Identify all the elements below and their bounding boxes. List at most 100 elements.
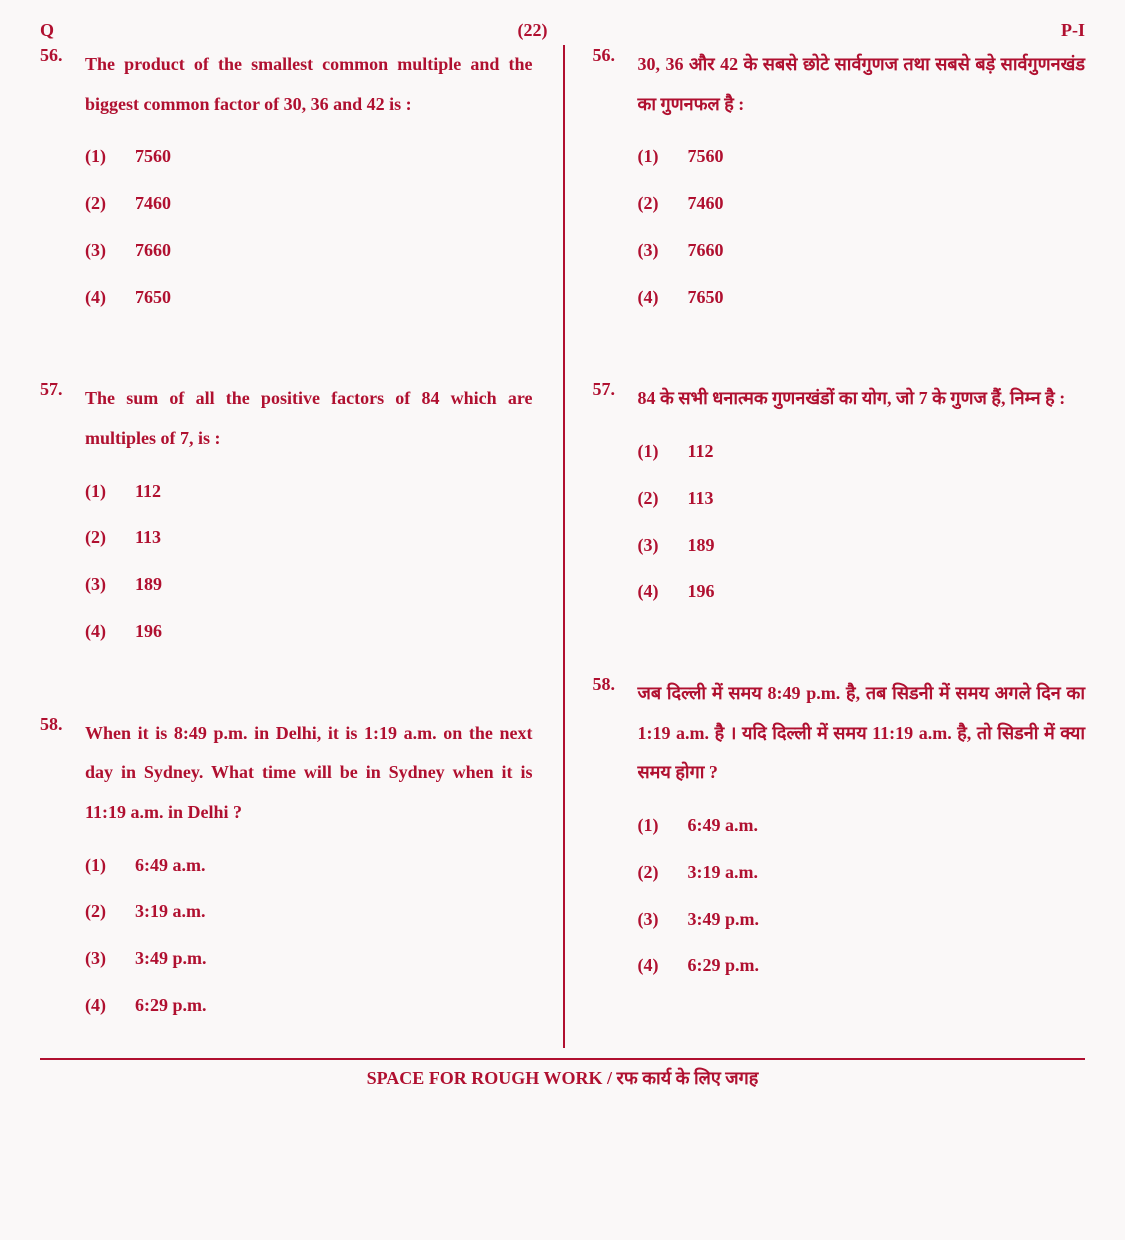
option-number: (3) [85,570,135,599]
question-body: The sum of all the positive factors of 8… [85,379,533,663]
option-number: (3) [638,531,688,560]
option-1: (1)112 [638,437,1086,466]
options-list: (1)6:49 a.m. (2)3:19 a.m. (3)3:49 p.m. (… [85,851,533,1020]
question-56-en: 56. The product of the smallest common m… [40,45,533,329]
option-value: 196 [135,617,162,646]
option-4: (4)6:29 p.m. [85,991,533,1020]
options-list: (1)112 (2)113 (3)189 (4)196 [85,477,533,646]
left-column: 56. The product of the smallest common m… [40,45,563,1048]
question-body: When it is 8:49 p.m. in Delhi, it is 1:1… [85,714,533,1038]
question-number: 57. [40,379,85,663]
footer-rough-work: SPACE FOR ROUGH WORK / रफ कार्य के लिए ज… [40,1058,1085,1090]
option-value: 6:29 p.m. [688,951,760,980]
content-columns: 56. The product of the smallest common m… [40,45,1085,1048]
question-57-en: 57. The sum of all the positive factors … [40,379,533,663]
question-body: जब दिल्ली में समय 8:49 p.m. है, तब सिडनी… [638,674,1086,998]
question-number: 56. [40,45,85,329]
option-4: (4)196 [85,617,533,646]
option-1: (1)112 [85,477,533,506]
option-number: (4) [85,617,135,646]
option-3: (3)189 [85,570,533,599]
option-number: (4) [85,283,135,312]
option-value: 196 [688,577,715,606]
question-number: 57. [593,379,638,624]
question-number: 58. [40,714,85,1038]
option-2: (2)3:19 a.m. [638,858,1086,887]
option-4: (4)7650 [85,283,533,312]
option-value: 7650 [688,283,724,312]
option-number: (1) [85,477,135,506]
option-number: (4) [638,577,688,606]
option-value: 7560 [688,142,724,171]
question-body: 30, 36 और 42 के सबसे छोटे सार्वगुणज तथा … [638,45,1086,329]
question-57-hi: 57. 84 के सभी धनात्मक गुणनखंडों का योग, … [593,379,1086,624]
option-value: 189 [135,570,162,599]
option-2: (2)113 [85,523,533,552]
option-value: 112 [688,437,714,466]
option-number: (3) [638,905,688,934]
question-text: 84 के सभी धनात्मक गुणनखंडों का योग, जो 7… [638,379,1086,419]
option-number: (3) [638,236,688,265]
option-3: (3)7660 [638,236,1086,265]
option-4: (4)7650 [638,283,1086,312]
option-value: 7560 [135,142,171,171]
option-value: 189 [688,531,715,560]
option-3: (3)7660 [85,236,533,265]
option-value: 112 [135,477,161,506]
question-body: The product of the smallest common multi… [85,45,533,329]
option-1: (1)6:49 a.m. [85,851,533,880]
option-value: 113 [688,484,714,513]
option-number: (2) [85,189,135,218]
option-number: (1) [638,811,688,840]
page-number: (22) [40,20,1025,41]
option-number: (2) [638,858,688,887]
question-body: 84 के सभी धनात्मक गुणनखंडों का योग, जो 7… [638,379,1086,624]
question-text: When it is 8:49 p.m. in Delhi, it is 1:1… [85,714,533,833]
option-3: (3)3:49 p.m. [85,944,533,973]
option-number: (1) [638,142,688,171]
option-value: 7460 [135,189,171,218]
question-text: जब दिल्ली में समय 8:49 p.m. है, तब सिडनी… [638,674,1086,793]
option-number: (4) [85,991,135,1020]
options-list: (1)7560 (2)7460 (3)7660 (4)7650 [85,142,533,311]
option-1: (1)6:49 a.m. [638,811,1086,840]
option-number: (1) [85,851,135,880]
p-label: P-I [1025,20,1085,41]
option-value: 6:49 a.m. [688,811,759,840]
option-number: (1) [85,142,135,171]
option-2: (2)113 [638,484,1086,513]
option-number: (2) [638,189,688,218]
option-value: 7660 [135,236,171,265]
question-text: 30, 36 और 42 के सबसे छोटे सार्वगुणज तथा … [638,45,1086,124]
question-text: The product of the smallest common multi… [85,45,533,124]
option-number: (3) [85,236,135,265]
option-value: 3:19 a.m. [688,858,759,887]
option-value: 7660 [688,236,724,265]
option-value: 7460 [688,189,724,218]
option-number: (2) [638,484,688,513]
option-value: 113 [135,523,161,552]
option-1: (1)7560 [85,142,533,171]
option-2: (2)3:19 a.m. [85,897,533,926]
question-number: 58. [593,674,638,998]
option-number: (3) [85,944,135,973]
options-list: (1)112 (2)113 (3)189 (4)196 [638,437,1086,606]
option-4: (4)196 [638,577,1086,606]
option-number: (4) [638,283,688,312]
page-header: Q (22) P-I [40,20,1085,41]
option-3: (3)3:49 p.m. [638,905,1086,934]
question-text: The sum of all the positive factors of 8… [85,379,533,458]
option-value: 3:19 a.m. [135,897,206,926]
right-column: 56. 30, 36 और 42 के सबसे छोटे सार्वगुणज … [563,45,1086,1048]
option-value: 7650 [135,283,171,312]
options-list: (1)6:49 a.m. (2)3:19 a.m. (3)3:49 p.m. (… [638,811,1086,980]
question-58-en: 58. When it is 8:49 p.m. in Delhi, it is… [40,714,533,1038]
question-58-hi: 58. जब दिल्ली में समय 8:49 p.m. है, तब स… [593,674,1086,998]
option-value: 3:49 p.m. [688,905,760,934]
option-value: 6:49 a.m. [135,851,206,880]
column-divider [563,45,565,1048]
option-2: (2)7460 [85,189,533,218]
option-number: (2) [85,523,135,552]
question-number: 56. [593,45,638,329]
option-number: (2) [85,897,135,926]
